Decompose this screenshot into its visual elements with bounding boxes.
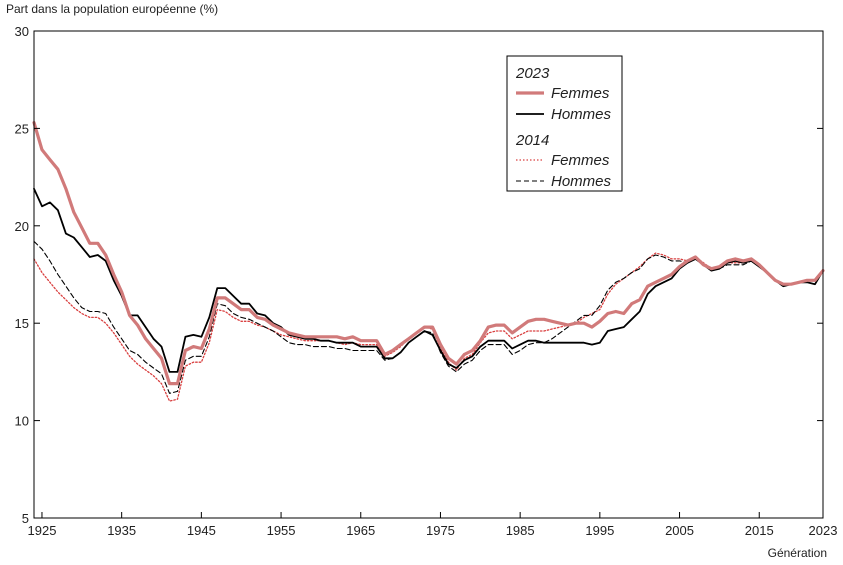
legend-entry-label: Femmes	[551, 85, 610, 102]
y-tick-label: 15	[15, 316, 29, 331]
y-tick-label: 5	[22, 511, 29, 526]
x-tick-label: 1985	[506, 523, 535, 538]
x-tick-label: 1935	[107, 523, 136, 538]
y-tick-label: 25	[15, 121, 29, 136]
legend-group-title: 2023	[515, 65, 550, 82]
legend-entry-label: Hommes	[551, 106, 612, 123]
y-tick-label: 10	[15, 414, 29, 429]
x-tick-label: 1955	[267, 523, 296, 538]
legend-entry-label: Femmes	[551, 152, 610, 169]
x-tick-label: 2023	[809, 523, 838, 538]
series-line-2014-femmes	[33, 252, 752, 402]
legend-entry-label: Hommes	[551, 173, 612, 190]
x-tick-label: 1995	[585, 523, 614, 538]
y-tick-label: 30	[15, 24, 29, 39]
legend-box	[506, 55, 623, 192]
x-tick-label: 1965	[346, 523, 375, 538]
x-tick-label: 1975	[426, 523, 455, 538]
x-tick-label: 1925	[28, 523, 57, 538]
x-tick-label: 2005	[665, 523, 694, 538]
x-axis-label: Génération	[767, 546, 827, 560]
y-tick-label: 20	[15, 219, 29, 234]
legend-group-title: 2014	[515, 132, 549, 149]
x-tick-label: 1945	[187, 523, 216, 538]
series-line-2014-hommes	[33, 240, 752, 394]
x-tick-label: 2015	[745, 523, 774, 538]
series-line-2023-hommes	[33, 187, 824, 373]
series-line-2023-femmes	[32, 120, 825, 386]
y-axis-label: Part dans la population européenne (%)	[6, 2, 219, 16]
plot-frame	[33, 30, 824, 519]
